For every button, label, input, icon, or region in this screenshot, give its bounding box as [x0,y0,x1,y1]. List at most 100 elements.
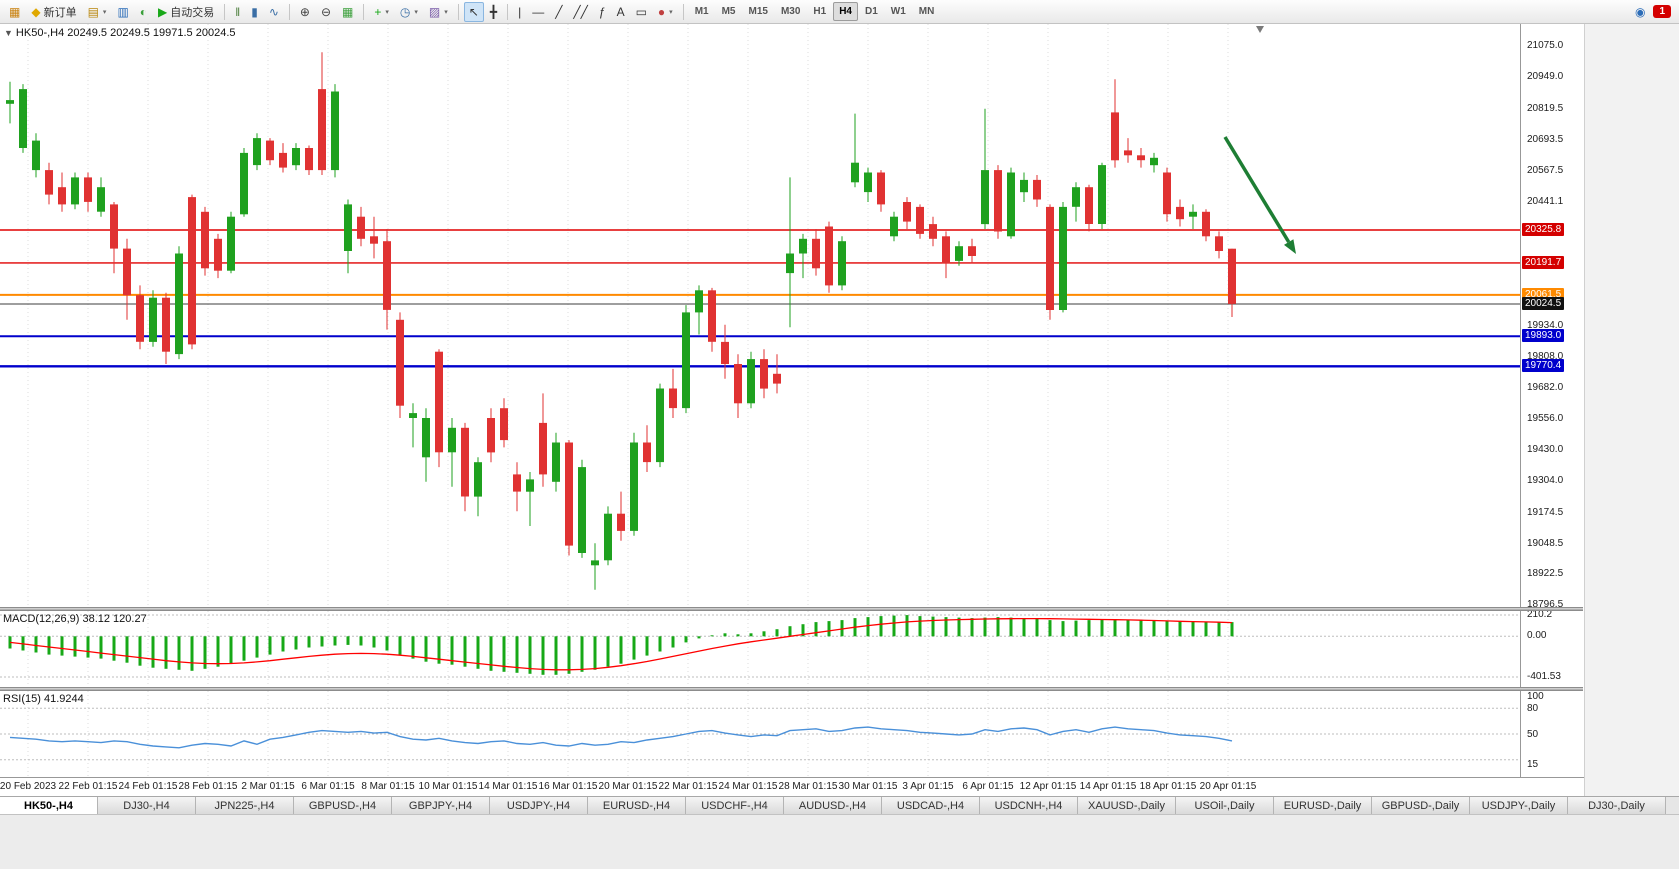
indicators-icon: + [374,4,382,19]
data-window-button[interactable]: ◐ [135,2,152,22]
bar-chart-button[interactable]: ‖ [230,2,245,22]
market-watch-icon: ▥ [117,4,129,19]
tile-windows-icon: ▦ [342,4,354,19]
auto-trading-icon: ▶ [158,4,168,19]
date-label: 2 Mar 01:15 [241,781,295,792]
line-chart-icon: ∿ [268,4,279,19]
timeframe-m30[interactable]: M30 [780,6,801,17]
tab-eurusd-daily[interactable]: EURUSD-,Daily [1274,797,1372,814]
trendline-button[interactable]: ╱ [550,2,567,22]
chart-shift-marker [1256,26,1264,33]
macd-scale-tick: -401.53 [1527,671,1561,682]
shapes-icon: ● [657,4,666,19]
new-order-icon: ◆ [31,4,41,19]
vertical-line-button[interactable]: | [513,2,526,22]
tab-hk50-h4[interactable]: HK50-,H4 [0,797,98,814]
crosshair-button[interactable]: ╋ [485,2,502,22]
tab-jpn225-h4[interactable]: JPN225-,H4 [196,797,294,814]
tab-usdcad-h4[interactable]: USDCAD-,H4 [882,797,980,814]
price-tick: 19048.5 [1527,538,1564,549]
tab-usdcnh-h4[interactable]: USDCNH-,H4 [980,797,1078,814]
candlestick-plot[interactable] [0,24,1520,607]
timeframe-h4[interactable]: H4 [833,2,858,21]
pane-splitter[interactable] [0,607,1583,611]
new-order-button[interactable]: ◆ 新订单 [26,2,81,22]
tab-gbpjpy-h4[interactable]: GBPJPY-,H4 [392,797,490,814]
timeframe-mn[interactable]: MN [918,6,935,17]
price-axis[interactable]: 21075.0 20949.0 20819.5 20693.5 20567.5 20441… [1520,24,1583,777]
rsi-plot[interactable] [0,691,1520,777]
tab-dj30-h4[interactable]: DJ30-,H4 [98,797,196,814]
price-tick: 19808.0 [1527,351,1564,362]
price-tick: 19304.0 [1527,475,1564,486]
price-tick: 21075.0 [1527,40,1564,51]
auto-trading-button[interactable]: ▶ 自动交易 [153,2,219,22]
price-tick: 19430.0 [1527,444,1564,455]
tile-windows-button[interactable]: ▦ [337,2,358,22]
chevron-down-icon: ▾ [444,8,448,16]
pane-splitter[interactable] [0,687,1583,691]
periods-button[interactable]: ◷ ▾ [395,2,423,22]
timeframe-m15[interactable]: M15 [748,6,768,17]
timeframe-w1[interactable]: W1 [890,6,906,17]
zoom-in-button[interactable]: ⊕ [295,2,315,22]
line-chart-button[interactable]: ∿ [264,2,284,22]
status-strip [0,814,1679,869]
price-tick: 20819.5 [1527,103,1564,114]
community-button[interactable]: ◉ [1634,4,1646,19]
chart-panes[interactable] [0,24,1520,777]
tab-eurusd-h4[interactable]: EURUSD-,H4 [588,797,686,814]
time-axis[interactable]: 20 Feb 2023 22 Feb 01:15 24 Feb 01:15 28 Fe… [0,777,1584,796]
date-label: 22 Feb 01:15 [58,781,118,792]
trendline-icon: ╱ [555,4,563,19]
cursor-icon: ↖ [468,4,479,19]
chevron-down-icon: ▾ [385,8,389,16]
zoom-out-button[interactable]: ⊖ [316,2,336,22]
price-tick: 20949.0 [1527,71,1564,82]
toolbar-separator [224,3,226,20]
price-tick: 20567.5 [1527,165,1564,176]
tab-usdjpy-daily[interactable]: USDJPY-,Daily [1470,797,1568,814]
price-tick: 19934.0 [1527,320,1564,331]
chart-profiles-button[interactable]: ▤ ▾ [83,2,112,22]
new-chart-button[interactable]: ▦ [4,2,25,22]
timeframe-m5[interactable]: M5 [721,6,736,17]
market-watch-button[interactable]: ▥ [112,2,133,22]
date-label: 28 Feb 01:15 [178,781,238,792]
toolbar-right: ◉ 1 [1635,5,1675,18]
horizontal-line-button[interactable]: — [527,2,549,22]
timeframe-d1[interactable]: D1 [865,6,878,17]
text-button[interactable]: A [612,2,630,22]
tab-gbpusd-daily[interactable]: GBPUSD-,Daily [1372,797,1470,814]
text-label-button[interactable]: ▭ [631,2,652,22]
macd-plot[interactable] [0,611,1520,687]
toolbar-separator [682,3,684,20]
text-icon: A [616,4,625,19]
timeframe-m1[interactable]: M1 [694,6,709,17]
notification-badge[interactable]: 1 [1653,5,1671,18]
window-background [1584,24,1679,796]
indicators-button[interactable]: + ▾ [369,2,394,22]
date-label: 14 Mar 01:15 [478,781,538,792]
candlestick-chart-button[interactable]: ▮ [246,2,263,22]
tab-usdchf-h4[interactable]: USDCHF-,H4 [686,797,784,814]
tab-xauusd-daily[interactable]: XAUUSD-,Daily [1078,797,1176,814]
tab-audusd-h4[interactable]: AUDUSD-,H4 [784,797,882,814]
channel-button[interactable]: ╱╱ [568,2,592,22]
templates-button[interactable]: ▨ ▾ [424,2,453,22]
macd-scale-tick: 210.2 [1527,609,1553,620]
tab-dj30-daily[interactable]: DJ30-,Daily [1568,797,1666,814]
price-tick: 18796.5 [1527,599,1564,610]
chevron-down-icon: ▾ [669,8,673,16]
rsi-scale-tick: 100 [1527,691,1544,702]
tab-usdjpy-h4[interactable]: USDJPY-,H4 [490,797,588,814]
shapes-button[interactable]: ● ▾ [653,2,678,22]
rsi-scale-tick: 15 [1527,759,1539,770]
fibonacci-button[interactable]: ƒ [594,2,611,22]
price-tick: 19556.0 [1527,413,1564,424]
timeframe-h1[interactable]: H1 [813,6,827,17]
cursor-button[interactable]: ↖ [463,1,484,22]
tab-gbpusd-h4[interactable]: GBPUSD-,H4 [294,797,392,814]
date-label: 22 Mar 01:15 [658,781,718,792]
tab-usoil-daily[interactable]: USOil-,Daily [1176,797,1274,814]
